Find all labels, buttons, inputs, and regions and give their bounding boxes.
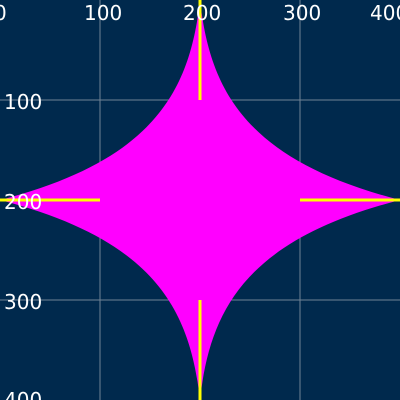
x-tick-label-100: 100 bbox=[84, 1, 122, 25]
y-tick-label-200: 200 bbox=[4, 190, 42, 214]
x-tick-label-300: 300 bbox=[283, 1, 321, 25]
y-tick-label-100: 100 bbox=[4, 90, 42, 114]
y-tick-label-300: 300 bbox=[4, 290, 42, 314]
y-tick-label-400: 400 bbox=[4, 388, 42, 400]
x-tick-labels: 0 100 200 300 400 bbox=[0, 1, 400, 25]
x-tick-label-200: 200 bbox=[183, 1, 221, 25]
x-tick-label-0: 0 bbox=[0, 1, 7, 25]
x-tick-label-400: 400 bbox=[370, 1, 400, 25]
y-tick-labels: 100 200 300 400 bbox=[4, 90, 42, 400]
